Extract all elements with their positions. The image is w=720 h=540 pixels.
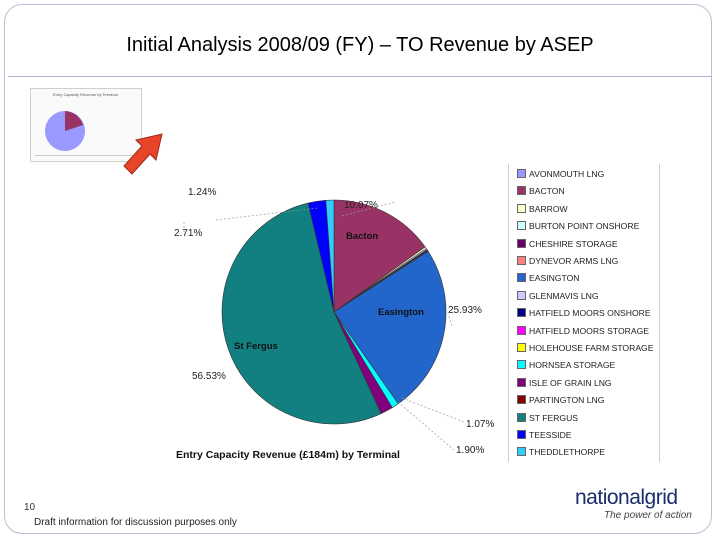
leader-line (215, 207, 319, 221)
legend-label: THEDDLETHORPE (529, 447, 605, 458)
leader-line (341, 201, 397, 217)
legend-label: BACTON (529, 186, 565, 197)
legend-label: ISLE OF GRAIN LNG (529, 377, 612, 388)
national-grid-logo: nationalgrid (575, 486, 678, 509)
pie-slice-bacton (333, 199, 426, 313)
legend-item: ISLE OF GRAIN LNG (517, 377, 612, 389)
legend-label: HOLEHOUSE FARM STORAGE (529, 343, 654, 353)
legend-item: BARROW (517, 203, 568, 215)
legend-label: BURTON POINT ONSHORE (529, 221, 640, 232)
chart-legend: AVONMOUTH LNG BACTON BARROW BURTON POINT ON… (508, 164, 660, 462)
legend-swatch (517, 308, 526, 318)
legend-swatch (517, 273, 526, 283)
data-label-st-fergus: 56.53% (192, 371, 226, 382)
data-label-bacton: 10.07% (344, 200, 378, 211)
leader-line (401, 397, 465, 423)
data-label-easington: 25.93% (448, 305, 482, 316)
legend-label: GLENMAVIS LNG (529, 290, 599, 301)
legend-label: TEESSIDE (529, 430, 572, 440)
legend-item: BURTON POINT ONSHORE (517, 220, 639, 232)
legend-swatch (517, 186, 526, 196)
legend-item: HATFIELD MOORS ONSHORE (517, 307, 651, 319)
data-label-theddlethorpe: 1.24% (188, 187, 217, 198)
legend-label: HATFIELD MOORS STORAGE (529, 325, 650, 336)
legend-item: HOLEHOUSE FARM STORAGE (517, 342, 653, 354)
legend-item: HORNSEA STORAGE (517, 359, 615, 371)
legend-swatch (517, 203, 526, 213)
legend-item: EASINGTON (517, 272, 579, 284)
legend-swatch (517, 256, 526, 265)
legend-swatch (517, 238, 526, 248)
legend-swatch (517, 412, 526, 422)
legend-item: HATFIELD MOORS STORAGE (517, 325, 649, 337)
legend-item: ST FERGUS (517, 412, 578, 424)
footer-note: Draft information for discussion purpose… (34, 517, 237, 528)
slice-label-bacton: Bacton (346, 231, 379, 242)
pie-slice-theddlethorpe (325, 199, 335, 313)
legend-label: EASINGTON (529, 273, 580, 284)
pie-slice-st-fergus (221, 202, 382, 425)
legend-label: CHESHIRE STORAGE (529, 238, 618, 249)
legend-item: AVONMOUTH LNG (517, 168, 604, 180)
legend-swatch (517, 377, 526, 387)
slice-label-easington: Easington (378, 307, 424, 318)
pointer-arrow (123, 133, 163, 175)
legend-swatch (517, 325, 526, 335)
pie-chart (183, 199, 465, 451)
leader-line (397, 401, 455, 451)
thumbnail-caption: Entry Capacity Revenue by Terminal (53, 92, 118, 97)
page-number: 10 (24, 502, 36, 513)
chart-panel (158, 166, 509, 462)
legend-label: HORNSEA STORAGE (529, 360, 616, 371)
thumbnail-chart: Entry Capacity Revenue by Terminal (30, 88, 142, 162)
legend-label: PARTINGTON LNG (529, 395, 605, 406)
data-label-teesside: 2.71% (174, 228, 203, 239)
legend-label: DYNEVOR ARMS LNG (529, 256, 619, 266)
legend-item: CHESHIRE STORAGE (517, 238, 618, 250)
pie-slice-easington (333, 250, 447, 405)
legend-swatch (517, 343, 526, 352)
legend-item: THEDDLETHORPE (517, 446, 605, 458)
legend-item: PARTINGTON LNG (517, 394, 604, 406)
legend-label: ST FERGUS (529, 412, 579, 423)
legend-swatch (517, 169, 526, 178)
slice-label-st-fergus: St Fergus (234, 341, 278, 352)
slide-title: Initial Analysis 2008/09 (FY) – TO Reven… (126, 34, 594, 56)
legend-swatch (517, 360, 526, 370)
logo-tagline: The power of action (604, 510, 692, 521)
legend-swatch (517, 221, 526, 231)
title-divider (8, 76, 712, 77)
legend-label: HATFIELD MOORS ONSHORE (529, 308, 651, 319)
slide-frame (4, 4, 712, 534)
legend-item: GLENMAVIS LNG (517, 290, 599, 302)
legend-swatch (517, 430, 526, 439)
data-label-hornsea: 1.07% (466, 419, 495, 430)
legend-item: BACTON (517, 185, 565, 197)
legend-label: BARROW (529, 203, 568, 214)
chart-title: Entry Capacity Revenue (£184m) by Termin… (176, 449, 400, 461)
data-label-isle-of-grain: 1.90% (456, 445, 485, 456)
legend-item: TEESSIDE (517, 429, 572, 441)
legend-swatch (517, 447, 526, 457)
legend-swatch (517, 395, 526, 405)
legend-label: AVONMOUTH LNG (529, 169, 605, 179)
legend-item: DYNEVOR ARMS LNG (517, 255, 618, 267)
legend-swatch (517, 290, 526, 300)
